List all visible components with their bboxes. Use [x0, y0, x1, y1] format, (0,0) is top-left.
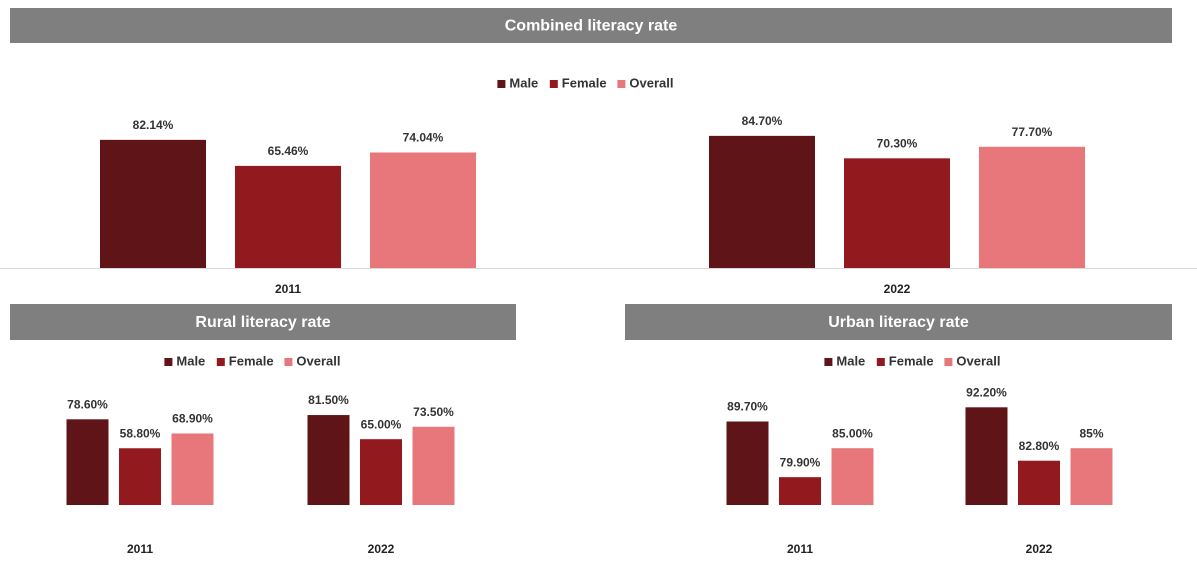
chart-title: Urban literacy rate: [828, 314, 969, 331]
bar: [1018, 460, 1060, 505]
value-label: 68.90%: [172, 412, 213, 426]
value-label: 73.50%: [413, 405, 454, 419]
legend-swatch: [164, 358, 173, 366]
bar: [979, 146, 1085, 268]
bar: [412, 426, 455, 505]
bar: [831, 448, 874, 505]
value-label: 89.70%: [727, 400, 768, 414]
value-label: 65.46%: [268, 144, 309, 158]
value-label: 82.14%: [133, 118, 174, 132]
bar: [360, 439, 402, 505]
value-label: 77.70%: [1012, 125, 1053, 139]
value-label: 74.04%: [403, 131, 444, 145]
bar: [965, 407, 1008, 505]
category-label: 2011: [127, 542, 153, 556]
legend-label: Male: [836, 353, 865, 368]
value-label: 82.80%: [1019, 439, 1060, 453]
value-label: 65.00%: [361, 417, 402, 431]
bar: [235, 165, 341, 268]
bar: [66, 419, 109, 505]
legend-swatch: [549, 80, 558, 88]
bar: [709, 135, 815, 268]
legend-label: Overall: [956, 353, 1000, 368]
legend-swatch: [617, 80, 626, 88]
value-label: 58.80%: [120, 426, 161, 440]
legend-swatch: [876, 358, 885, 366]
legend-label: Overall: [296, 353, 340, 368]
legend-label: Female: [229, 353, 274, 368]
value-label: 81.50%: [308, 393, 349, 407]
title-bar: [625, 304, 1172, 340]
legend-swatch: [216, 358, 225, 366]
value-label: 85.00%: [832, 426, 873, 440]
legend-swatch: [824, 358, 833, 366]
bar: [171, 433, 214, 505]
legend-swatch: [284, 358, 293, 366]
bar: [779, 477, 821, 505]
value-label: 78.60%: [67, 397, 108, 411]
value-label: 79.90%: [780, 455, 821, 469]
bar: [119, 448, 161, 505]
value-label: 70.30%: [877, 137, 918, 151]
legend-label: Female: [562, 75, 607, 90]
legend-label: Male: [176, 353, 205, 368]
bar: [726, 421, 769, 505]
bar: [1070, 448, 1113, 505]
category-label: 2022: [368, 542, 395, 556]
title-bar: [10, 8, 1172, 43]
category-label: 2011: [787, 542, 813, 556]
title-bar: [10, 304, 516, 340]
legend-swatch: [497, 80, 506, 88]
value-label: 84.70%: [742, 114, 783, 128]
legend-label: Overall: [629, 75, 673, 90]
legend-label: Female: [889, 353, 934, 368]
legend-label: Male: [509, 75, 538, 90]
bar: [844, 158, 950, 268]
bar: [100, 139, 206, 268]
category-label: 2022: [1026, 542, 1053, 556]
category-label: 2022: [884, 282, 911, 296]
chart-title: Rural literacy rate: [195, 314, 330, 331]
value-label: 92.20%: [966, 385, 1007, 399]
category-label: 2011: [275, 282, 301, 296]
value-label: 85%: [1079, 426, 1103, 440]
bar: [307, 415, 350, 505]
legend-swatch: [944, 358, 953, 366]
bar: [370, 152, 476, 268]
chart-title: Combined literacy rate: [505, 18, 678, 35]
